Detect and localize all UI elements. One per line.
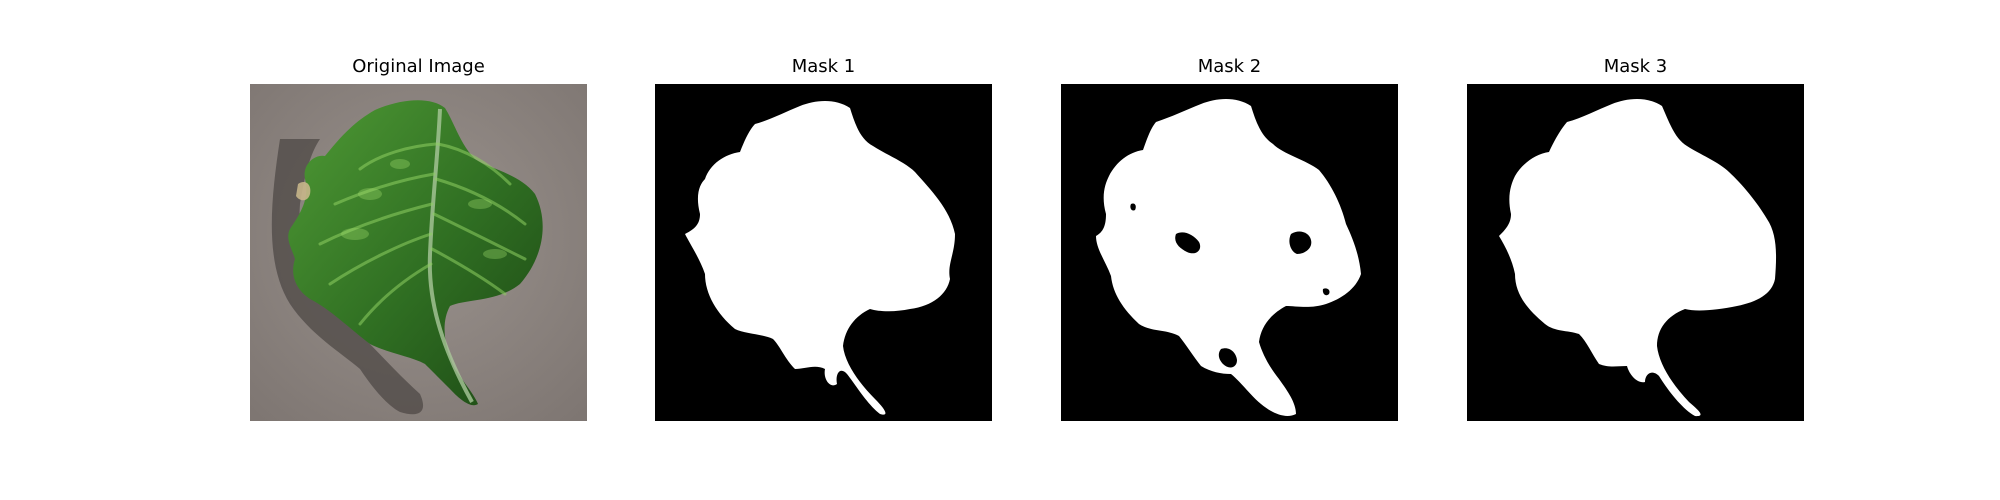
mask-2-title: Mask 2	[1197, 56, 1262, 77]
mask-2-image	[1061, 84, 1398, 421]
mask-3-foreground	[1499, 99, 1777, 417]
mask-1-image	[655, 84, 992, 421]
mask-2-foreground	[1096, 99, 1361, 416]
mask-1-title: Mask 1	[791, 56, 856, 77]
mask-1-panel: Mask 1	[655, 0, 992, 500]
original-image-title: Original Image	[352, 56, 485, 77]
mask-2-holes	[1130, 203, 1330, 368]
mask-1-foreground	[685, 101, 955, 415]
mask-3-title: Mask 3	[1603, 56, 1668, 77]
leaf-shape	[288, 100, 543, 406]
original-image-panel: Original Image	[250, 0, 587, 500]
mask-2-panel: Mask 2	[1061, 0, 1398, 500]
leaf-highlights	[341, 159, 507, 259]
leaf-dry-spot	[296, 182, 311, 201]
leaf-midrib	[427, 108, 474, 403]
leaf-ridges	[318, 142, 527, 326]
leaf-photo	[250, 84, 587, 421]
mask-3-panel: Mask 3	[1467, 0, 1804, 500]
mask-3-image	[1467, 84, 1804, 421]
